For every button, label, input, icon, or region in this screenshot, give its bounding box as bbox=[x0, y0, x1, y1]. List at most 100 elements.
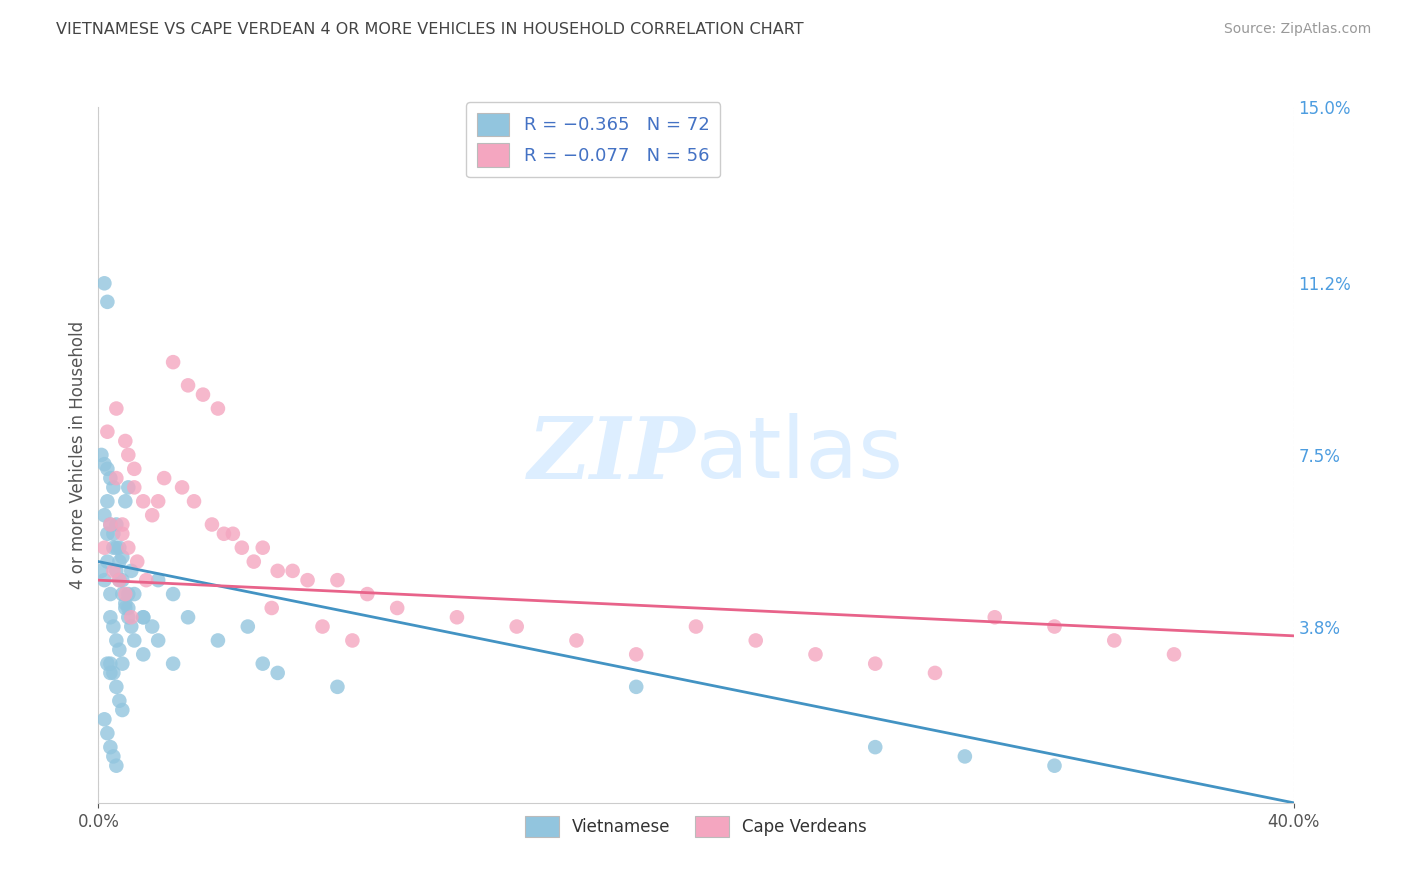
Text: atlas: atlas bbox=[696, 413, 904, 497]
Point bbox=[103, 564, 125, 578]
Point bbox=[252, 657, 274, 671]
Point bbox=[96, 657, 118, 671]
Point bbox=[96, 555, 118, 569]
Point bbox=[117, 448, 139, 462]
Point bbox=[120, 619, 142, 633]
Point bbox=[105, 471, 128, 485]
Point bbox=[124, 462, 146, 476]
Point bbox=[103, 541, 125, 555]
Point bbox=[108, 555, 131, 569]
Point bbox=[141, 619, 163, 633]
Point bbox=[93, 712, 115, 726]
Point bbox=[356, 587, 378, 601]
Point bbox=[326, 680, 349, 694]
Point bbox=[96, 494, 118, 508]
Point bbox=[924, 665, 946, 680]
Legend: Vietnamese, Cape Verdeans: Vietnamese, Cape Verdeans bbox=[519, 810, 873, 843]
Point bbox=[231, 541, 253, 555]
Point bbox=[243, 555, 266, 569]
Point bbox=[1163, 648, 1185, 662]
Point bbox=[111, 549, 134, 564]
Point bbox=[132, 610, 155, 624]
Point bbox=[103, 749, 125, 764]
Point bbox=[105, 633, 128, 648]
Point bbox=[117, 480, 139, 494]
Point bbox=[297, 573, 319, 587]
Point bbox=[120, 564, 142, 578]
Point bbox=[108, 541, 131, 555]
Point bbox=[111, 517, 134, 532]
Point bbox=[148, 494, 170, 508]
Point bbox=[90, 564, 112, 578]
Text: Source: ZipAtlas.com: Source: ZipAtlas.com bbox=[1223, 22, 1371, 37]
Point bbox=[565, 633, 588, 648]
Point bbox=[96, 526, 118, 541]
Text: ZIP: ZIP bbox=[529, 413, 696, 497]
Point bbox=[626, 648, 648, 662]
Point bbox=[281, 564, 304, 578]
Point bbox=[111, 526, 134, 541]
Point bbox=[153, 471, 176, 485]
Point bbox=[105, 758, 128, 772]
Point bbox=[114, 494, 136, 508]
Point bbox=[132, 610, 155, 624]
Point bbox=[162, 355, 184, 369]
Point bbox=[105, 541, 128, 555]
Point bbox=[111, 587, 134, 601]
Point bbox=[342, 633, 364, 648]
Point bbox=[865, 740, 887, 755]
Point bbox=[124, 633, 146, 648]
Point bbox=[132, 648, 155, 662]
Point bbox=[207, 633, 229, 648]
Point bbox=[98, 665, 122, 680]
Point bbox=[93, 541, 115, 555]
Text: VIETNAMESE VS CAPE VERDEAN 4 OR MORE VEHICLES IN HOUSEHOLD CORRELATION CHART: VIETNAMESE VS CAPE VERDEAN 4 OR MORE VEH… bbox=[56, 22, 804, 37]
Point bbox=[111, 657, 134, 671]
Point bbox=[260, 601, 283, 615]
Point bbox=[745, 633, 768, 648]
Point bbox=[326, 573, 349, 587]
Point bbox=[201, 517, 224, 532]
Point bbox=[148, 633, 170, 648]
Point bbox=[117, 587, 139, 601]
Point bbox=[96, 462, 118, 476]
Point bbox=[114, 434, 136, 448]
Point bbox=[1043, 619, 1066, 633]
Point bbox=[98, 517, 122, 532]
Point bbox=[148, 573, 170, 587]
Point bbox=[117, 601, 139, 615]
Point bbox=[236, 619, 259, 633]
Point bbox=[108, 694, 131, 708]
Point bbox=[135, 573, 157, 587]
Point bbox=[191, 387, 214, 401]
Point bbox=[108, 573, 131, 587]
Point bbox=[96, 294, 118, 309]
Point bbox=[311, 619, 333, 633]
Point bbox=[177, 610, 200, 624]
Point bbox=[105, 517, 128, 532]
Point bbox=[120, 610, 142, 624]
Point bbox=[103, 619, 125, 633]
Point bbox=[98, 587, 122, 601]
Point bbox=[132, 494, 155, 508]
Point bbox=[865, 657, 887, 671]
Point bbox=[953, 749, 976, 764]
Point bbox=[111, 573, 134, 587]
Point bbox=[96, 425, 118, 439]
Point bbox=[103, 526, 125, 541]
Point bbox=[183, 494, 205, 508]
Point bbox=[108, 573, 131, 587]
Point bbox=[385, 601, 409, 615]
Point bbox=[96, 726, 118, 740]
Point bbox=[124, 480, 146, 494]
Point bbox=[172, 480, 194, 494]
Point bbox=[105, 680, 128, 694]
Point bbox=[446, 610, 468, 624]
Point bbox=[252, 541, 274, 555]
Point bbox=[626, 680, 648, 694]
Point bbox=[105, 401, 128, 416]
Point bbox=[114, 596, 136, 610]
Point bbox=[267, 665, 290, 680]
Point bbox=[162, 657, 184, 671]
Point bbox=[98, 517, 122, 532]
